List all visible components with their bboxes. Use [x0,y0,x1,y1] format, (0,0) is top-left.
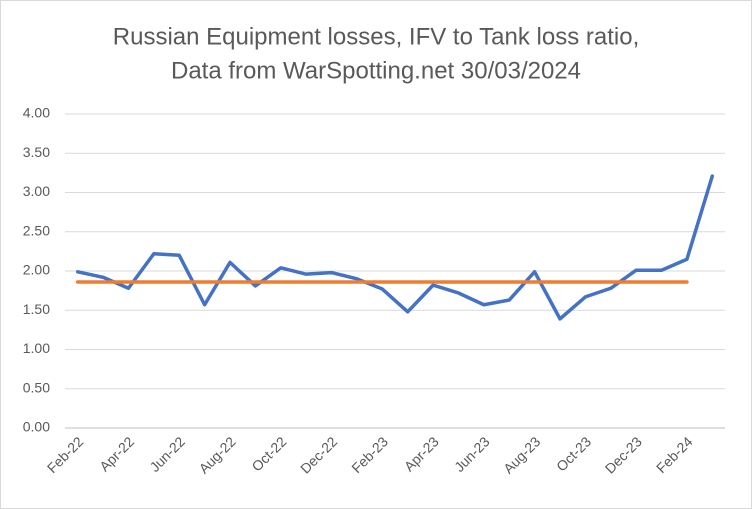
y-tick-label: 3.00 [23,183,50,199]
y-tick-label: 0.50 [23,379,50,395]
y-tick-label: 1.50 [23,301,50,317]
y-tick-label: 2.50 [23,222,50,238]
y-tick-label: 3.50 [23,144,50,160]
y-tick-label: 2.00 [23,262,50,278]
y-tick-label: 0.00 [23,419,50,435]
y-tick-label: 1.00 [23,340,50,356]
chart-title: Data from WarSpotting.net 30/03/2024 [171,57,581,84]
y-tick-label: 4.00 [23,105,50,121]
series-line [75,174,715,321]
chart-title: Russian Equipment losses, IFV to Tank lo… [113,23,639,50]
